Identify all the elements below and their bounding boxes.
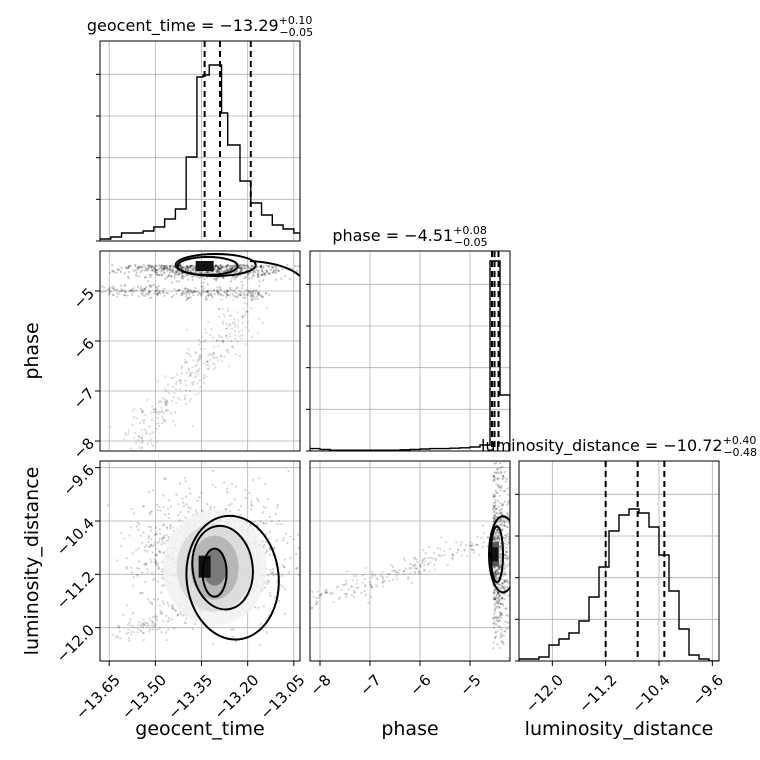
xlabel-geocent-time: geocent_time	[135, 718, 264, 740]
ytick-label: −11.2	[53, 568, 98, 613]
marginal-panel-geocent_time: geocent_time = −13.29+0.10 −0.05	[87, 14, 313, 242]
contour-inner	[490, 525, 504, 584]
xtick-label: −9.6	[689, 671, 727, 709]
xtick-label: −7	[356, 671, 384, 699]
histogram-geocent_time	[100, 64, 300, 241]
panel-frame	[99, 40, 301, 242]
ytick-label: −9.6	[60, 461, 98, 499]
xtick-label: −13.20	[210, 671, 262, 723]
density-peak	[198, 555, 211, 578]
xtick-label: −10.4	[629, 671, 674, 716]
panel-frame	[99, 460, 301, 662]
contour-edge	[249, 260, 300, 277]
marginal-panel-luminosity_distance: luminosity_distance = −10.72+0.40 −0.48	[481, 434, 757, 662]
pair-panel-geocent_time-vs-luminosity_distance	[99, 460, 301, 662]
ytick-label: −7	[70, 384, 98, 412]
ylabel-luminosity-distance: luminosity_distance	[21, 467, 43, 656]
density-peak	[492, 547, 498, 562]
xlabel-phase: phase	[381, 718, 438, 740]
marginal-title-luminosity_distance: luminosity_distance = −10.72+0.40 −0.48	[481, 434, 757, 459]
xtick-label: −5	[456, 671, 484, 699]
xtick-label: −13.65	[72, 671, 124, 723]
marginal-title-geocent_time: geocent_time = −13.29+0.10 −0.05	[87, 14, 313, 39]
contour-inner	[201, 547, 228, 598]
xtick-label: −13.50	[118, 671, 170, 723]
xtick-label: −11.2	[575, 671, 620, 716]
marginal-title-phase: phase = −4.51+0.08 −0.05	[332, 224, 487, 249]
ytick-label: −6	[70, 334, 98, 362]
panel-frame	[99, 250, 301, 452]
histogram-luminosity_distance	[519, 508, 719, 661]
density-peak	[195, 261, 214, 271]
histogram-phase	[310, 260, 510, 451]
panel-frame	[309, 460, 511, 662]
pair-panel-geocent_time-vs-phase	[99, 250, 301, 452]
ylabel-phase: phase	[21, 322, 43, 379]
panel-frame	[518, 460, 720, 662]
contour-outer	[185, 514, 280, 641]
ytick-label: −10.4	[53, 514, 98, 559]
ytick-label: −12.0	[53, 621, 98, 666]
contour-outer	[488, 515, 510, 594]
xlabel-luminosity-distance: luminosity_distance	[525, 718, 714, 740]
marginal-panel-phase: phase = −4.51+0.08 −0.05	[306, 224, 511, 452]
xtick-label: −13.05	[257, 671, 309, 723]
xtick-label: −13.35	[164, 671, 216, 723]
ytick-label: −8	[70, 434, 98, 462]
pair-panel-phase-vs-luminosity_distance	[309, 460, 511, 662]
xtick-label: −12.0	[522, 671, 567, 716]
xtick-label: −6	[406, 671, 434, 699]
contour-mid	[191, 524, 254, 611]
contour-outer	[174, 253, 257, 277]
xtick-label: −8	[306, 671, 334, 699]
panel-frame	[309, 250, 511, 452]
ytick-label: −5	[70, 284, 98, 312]
